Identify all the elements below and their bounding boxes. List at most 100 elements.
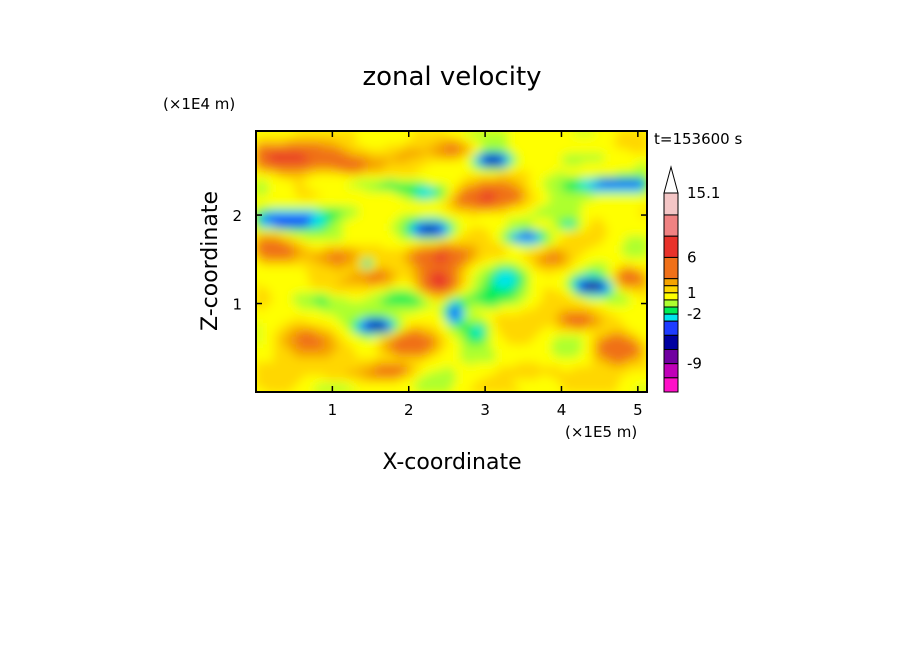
contour-cell [538, 226, 544, 232]
contour-cell [534, 165, 539, 171]
contour-cell [464, 370, 470, 376]
contour-cell [503, 244, 509, 250]
contour-cell [412, 131, 418, 136]
contour-cell [481, 274, 487, 280]
contour-cell [351, 357, 357, 363]
contour-cell [329, 144, 335, 149]
contour-cell [295, 318, 301, 323]
contour-cell [295, 283, 301, 289]
contour-cell [581, 148, 587, 154]
contour-cell [599, 165, 605, 171]
contour-cell [373, 191, 379, 197]
contour-cell [490, 165, 496, 171]
contour-cell [351, 270, 357, 276]
contour-cell [412, 200, 418, 206]
contour-cell [403, 352, 409, 358]
contour-cell [529, 183, 535, 189]
contour-cell [547, 183, 553, 189]
contour-cell [429, 222, 435, 228]
contour-cell [390, 139, 396, 145]
contour-cell [434, 204, 440, 210]
contour-cell [373, 322, 379, 328]
contour-cell [564, 326, 570, 332]
contour-cell [542, 300, 548, 306]
contour-cell [538, 274, 544, 280]
contour-cell [538, 157, 544, 163]
contour-cell [282, 204, 288, 210]
contour-cell [564, 383, 570, 389]
contour-cell [386, 318, 392, 323]
contour-cell [256, 213, 261, 219]
contour-cell [312, 204, 318, 210]
contour-cell [460, 300, 466, 306]
contour-cell [412, 335, 418, 341]
contour-cell [403, 165, 409, 171]
contour-cell [486, 204, 492, 210]
contour-cell [347, 218, 353, 223]
contour-cell [473, 226, 479, 232]
contour-cell [438, 313, 444, 319]
contour-cell [551, 339, 557, 345]
contour-cell [542, 139, 548, 145]
contour-cell [299, 378, 305, 384]
contour-cell [381, 352, 387, 358]
contour-cell [499, 152, 505, 158]
contour-cell [338, 365, 344, 371]
contour-cell [494, 222, 500, 228]
contour-cell [494, 231, 500, 236]
contour-cell [347, 144, 353, 149]
contour-cell [286, 326, 292, 332]
contour-cell [521, 196, 526, 202]
contour-cell [521, 378, 526, 384]
contour-cell [594, 361, 600, 367]
contour-cell [477, 135, 483, 141]
contour-cell [464, 348, 470, 354]
contour-cell [408, 270, 413, 276]
contour-cell [321, 257, 327, 263]
contour-cell [568, 144, 574, 149]
contour-cell [577, 365, 583, 371]
contour-cell [364, 309, 370, 315]
contour-cell [377, 278, 383, 284]
contour-cell [586, 274, 592, 280]
contour-cell [590, 248, 596, 254]
contour-cell [412, 365, 418, 371]
contour-cell [351, 365, 357, 371]
contour-cell [612, 265, 618, 271]
contour-cell [377, 209, 383, 215]
contour-cell [451, 331, 457, 337]
contour-cell [494, 283, 500, 289]
contour-cell [599, 135, 605, 141]
contour-cell [551, 387, 557, 392]
contour-cell [312, 274, 318, 280]
contour-cell [334, 209, 340, 215]
contour-cell [260, 283, 266, 289]
contour-cell [438, 165, 444, 171]
contour-cell [403, 283, 409, 289]
contour-cell [460, 374, 466, 380]
contour-cell [295, 322, 301, 328]
contour-cell [438, 305, 444, 310]
contour-cell [503, 218, 509, 223]
contour-cell [547, 287, 553, 293]
contour-cell [403, 313, 409, 319]
contour-cell [534, 231, 539, 236]
contour-cell [399, 161, 405, 167]
contour-cell [586, 344, 592, 350]
contour-cell [473, 265, 479, 271]
contour-cell [612, 274, 618, 280]
contour-cell [538, 248, 544, 254]
contour-cell [547, 161, 553, 167]
contour-cell [429, 174, 435, 180]
contour-cell [347, 187, 353, 193]
contour-cell [512, 213, 518, 219]
contour-cell [481, 261, 487, 267]
contour-cell [403, 278, 409, 284]
contour-cell [438, 387, 444, 392]
contour-cell [503, 339, 509, 345]
contour-cell [577, 148, 583, 154]
contour-cell [282, 370, 288, 376]
contour-cell [438, 296, 444, 302]
contour-cell [442, 387, 448, 392]
contour-cell [529, 283, 535, 289]
